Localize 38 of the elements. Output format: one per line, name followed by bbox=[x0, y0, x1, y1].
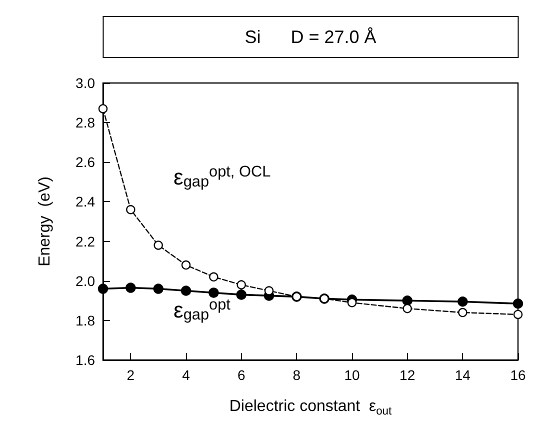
point bbox=[180, 286, 192, 296]
point bbox=[208, 288, 219, 298]
point bbox=[98, 284, 108, 294]
x-tick-label: 16 bbox=[510, 367, 526, 383]
point bbox=[236, 280, 246, 290]
y-tick-label: 2.6 bbox=[76, 154, 96, 170]
y-tick-label: 2.8 bbox=[76, 114, 96, 131]
y-tick-label: 1.6 bbox=[76, 352, 96, 368]
y-tick-label: 2.0 bbox=[76, 272, 96, 289]
point bbox=[264, 286, 274, 296]
x-tick-label: 14 bbox=[454, 367, 471, 383]
point bbox=[126, 205, 136, 214]
x-tick-label: 10 bbox=[344, 367, 360, 383]
x-tick-label: 8 bbox=[292, 367, 301, 383]
y-tick-label: 1.8 bbox=[76, 312, 96, 328]
point bbox=[512, 298, 524, 309]
point bbox=[402, 304, 412, 314]
x-tick-label: 12 bbox=[400, 367, 416, 383]
y-tick-label: 2.4 bbox=[76, 194, 96, 210]
point bbox=[458, 296, 468, 307]
y-tick-label: 3.0 bbox=[76, 75, 96, 91]
point bbox=[458, 308, 468, 318]
point bbox=[154, 240, 163, 250]
point bbox=[402, 296, 412, 306]
point bbox=[513, 310, 523, 320]
x-tick-label: 4 bbox=[182, 367, 190, 383]
point bbox=[98, 104, 108, 114]
x-tick-label: 6 bbox=[237, 367, 246, 383]
x-tick-label: 2 bbox=[126, 367, 135, 383]
point bbox=[209, 272, 218, 282]
y-tick-label: 2.2 bbox=[76, 233, 96, 250]
y-axis-title: Energy (eV) bbox=[36, 176, 54, 266]
point bbox=[153, 284, 164, 294]
point bbox=[181, 260, 191, 270]
point bbox=[126, 282, 136, 293]
chart-title: Si D = 27.0 Å bbox=[244, 27, 376, 47]
point bbox=[347, 298, 357, 308]
point bbox=[236, 290, 246, 300]
